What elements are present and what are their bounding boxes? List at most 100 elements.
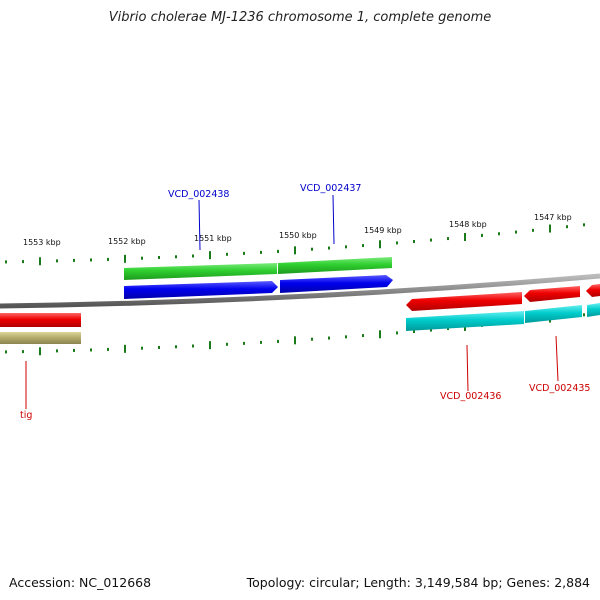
gene-label-vcd-002438[interactable]: VCD_002438: [168, 189, 229, 200]
inner-tick-5: [90, 348, 92, 352]
inner-tick-9: [158, 346, 160, 350]
inner-tick-1: [22, 350, 24, 354]
outer-tick-27: [464, 233, 466, 242]
outer-tick-2: [39, 257, 41, 266]
tick-label-1548: 1548 kbp: [449, 220, 487, 229]
inner-tick-12: [209, 341, 211, 350]
outer-tick-12: [209, 251, 211, 260]
outer-tick-22: [379, 240, 381, 249]
outer-tick-7: [124, 254, 126, 263]
inner-tick-15: [260, 340, 262, 344]
reverse-feature-track: [0, 303, 600, 344]
tick-label-1550: 1550 kbp: [279, 231, 317, 240]
cds-arrow-tig[interactable]: [0, 313, 81, 327]
gene-label-group: VCD_002438 VCD_002437 VCD_002436 VCD_002…: [20, 183, 590, 421]
cds-arrow-vcd-002437[interactable]: [280, 275, 393, 293]
outer-tick-33: [566, 225, 568, 229]
outer-tick-25: [430, 238, 432, 242]
inner-tick-6: [107, 347, 109, 351]
outer-tick-11: [192, 254, 194, 258]
outer-tick-26: [447, 237, 449, 241]
inner-tick-16: [277, 339, 279, 343]
outer-tick-4: [73, 258, 75, 262]
outer-tick-32: [549, 224, 551, 233]
outer-tick-17: [294, 246, 296, 255]
gene-label-vcd-002435[interactable]: VCD_002435: [529, 383, 590, 394]
inner-tick-10: [175, 345, 177, 349]
inner-tick-20: [345, 335, 347, 339]
feature-bar-vcd-002435[interactable]: [525, 305, 582, 323]
inner-tick-3: [56, 349, 58, 353]
accession-text: Accession: NC_012668: [9, 575, 152, 590]
outer-tick-28: [481, 233, 483, 237]
outer-tick-31: [532, 228, 534, 232]
gene-label-vcd-002437[interactable]: VCD_002437: [300, 183, 361, 194]
inner-tick-8: [141, 346, 143, 350]
inner-tick-34: [583, 313, 585, 317]
cds-arrow-partial[interactable]: [586, 284, 600, 297]
outer-tick-18: [311, 247, 313, 251]
outer-tick-3: [56, 259, 58, 263]
chromosome-backbone: [0, 273, 600, 309]
label-leader-lines: [25, 194, 559, 409]
outer-tick-29: [498, 232, 500, 236]
inner-tick-13: [226, 342, 228, 346]
forward-feature-track: [124, 257, 392, 280]
feature-bar-vcd-002436[interactable]: [406, 311, 524, 331]
inner-tick-7: [124, 344, 126, 353]
outer-tick-30: [515, 230, 517, 234]
outer-tick-34: [583, 223, 585, 227]
feature-bar-vcd-002438[interactable]: [124, 263, 277, 280]
outer-tick-5: [90, 258, 92, 262]
reverse-cds-track: [0, 284, 600, 327]
genome-summary-text: Topology: circular; Length: 3,149,584 bp…: [246, 575, 590, 590]
tick-label-group: 1553 kbp 1552 kbp 1551 kbp 1550 kbp 1549…: [23, 213, 572, 247]
leader-line-vcd-002438: [198, 199, 201, 251]
inner-tick-24: [413, 330, 415, 334]
outer-tick-1: [22, 260, 24, 264]
leader-line-vcd-002437: [332, 194, 335, 245]
outer-tick-23: [396, 241, 398, 245]
feature-bar-vcd-002437[interactable]: [278, 257, 392, 274]
outer-tick-19: [328, 246, 330, 250]
tick-label-1551: 1551 kbp: [194, 234, 232, 243]
tick-label-1547: 1547 kbp: [534, 213, 572, 222]
outer-tick-8: [141, 256, 143, 260]
cds-arrow-vcd-002435[interactable]: [524, 286, 580, 302]
outer-tick-row: [5, 223, 585, 266]
inner-tick-23: [396, 331, 398, 335]
inner-tick-19: [328, 336, 330, 340]
cds-arrow-vcd-002436[interactable]: [406, 292, 522, 311]
inner-tick-11: [192, 344, 194, 348]
inner-tick-0: [5, 350, 7, 354]
inner-tick-17: [294, 336, 296, 345]
gene-label-tig[interactable]: tig: [20, 410, 32, 421]
inner-tick-4: [73, 348, 75, 352]
tick-label-1552: 1552 kbp: [108, 237, 146, 246]
cds-arrow-vcd-002438[interactable]: [124, 281, 278, 299]
leader-line-vcd-002436: [466, 344, 469, 392]
inner-tick-26: [447, 327, 449, 331]
inner-tick-25: [430, 328, 432, 332]
outer-tick-20: [345, 245, 347, 249]
tick-label-1553: 1553 kbp: [23, 238, 61, 247]
outer-tick-15: [260, 250, 262, 254]
inner-tick-22: [379, 330, 381, 339]
feature-bar-tig[interactable]: [0, 332, 81, 344]
outer-tick-21: [362, 244, 364, 248]
outer-tick-0: [5, 260, 7, 264]
inner-tick-2: [39, 347, 41, 356]
feature-bar-partial[interactable]: [587, 303, 600, 317]
inner-tick-14: [243, 341, 245, 345]
leader-line-vcd-002435: [555, 335, 559, 382]
gene-label-vcd-002436[interactable]: VCD_002436: [440, 391, 501, 402]
outer-tick-10: [175, 255, 177, 259]
outer-tick-24: [413, 240, 415, 244]
forward-cds-track: [124, 275, 393, 299]
outer-tick-6: [107, 257, 109, 261]
tick-label-1549: 1549 kbp: [364, 226, 402, 235]
outer-tick-9: [158, 256, 160, 260]
map-title: Vibrio cholerae MJ-1236 chromosome 1, co…: [108, 10, 492, 25]
